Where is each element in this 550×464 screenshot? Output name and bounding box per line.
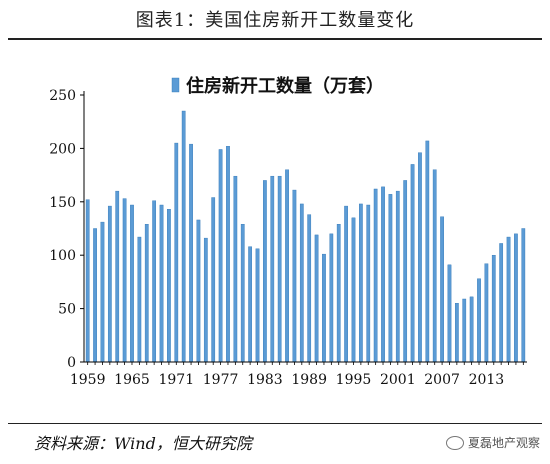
bar-2011 (469, 296, 474, 363)
bar-1973 (189, 143, 193, 363)
bar-1966 (137, 236, 142, 363)
bar-1967 (144, 224, 149, 363)
bar-1961 (100, 221, 105, 363)
bar-1959 (85, 199, 90, 363)
x-tick-label-2013: 2013 (469, 372, 505, 388)
bar-1994 (344, 205, 348, 363)
bar-2007 (440, 216, 444, 363)
bar-2001 (395, 190, 400, 363)
bar-2010 (462, 298, 467, 363)
bar-1974 (196, 219, 201, 363)
source-note: 资料来源：Wind，恒大研究院 (34, 434, 252, 453)
bar-1986 (285, 169, 289, 363)
legend-swatch (171, 77, 180, 93)
bar-1976 (211, 197, 216, 363)
x-tick-label-1983: 1983 (247, 372, 283, 388)
top-rule (8, 38, 542, 40)
bar-chart: 0 50 100 150 200 250 1959 1965 1971 1977 1983 1989 1… (49, 75, 527, 388)
watermark: 夏磊地产观察 (445, 434, 540, 451)
bar-2012 (477, 278, 481, 363)
x-tick-label-1989: 1989 (291, 372, 327, 388)
bar-2003 (410, 164, 415, 363)
bar-1984 (270, 175, 275, 363)
bar-1979 (233, 175, 238, 363)
bar-1963 (115, 190, 120, 363)
y-tick-label-100: 100 (49, 248, 76, 264)
bar-1995 (351, 217, 356, 363)
bar-1972 (181, 110, 186, 363)
bar-2005 (425, 140, 430, 363)
bar-1981 (248, 246, 252, 363)
bar-1989 (307, 214, 312, 363)
y-tick-label-150: 150 (49, 195, 76, 211)
bar-1964 (122, 198, 127, 363)
bar-1977 (218, 149, 223, 363)
bar-1992 (329, 233, 334, 363)
bar-2018 (521, 228, 526, 363)
bar-2002 (403, 180, 408, 363)
bar-1978 (226, 146, 230, 363)
x-tick-label-1959: 1959 (70, 372, 106, 388)
wechat-icon (445, 435, 464, 450)
y-tick-label-0: 0 (67, 355, 76, 371)
bar-1997 (366, 204, 371, 363)
bar-1971 (174, 142, 179, 363)
x-tick-label-2007: 2007 (424, 372, 460, 388)
bottom-rule (8, 423, 542, 424)
bar-2014 (491, 254, 496, 363)
x-tick-label-1977: 1977 (203, 372, 239, 388)
bar-1969 (159, 204, 164, 363)
figure-title: 图表1：美国住房新开工数量变化 (135, 10, 415, 31)
bar-2016 (506, 236, 511, 363)
x-tick-label-1971: 1971 (158, 372, 194, 388)
bar-1990 (314, 234, 319, 363)
bar-2008 (447, 264, 452, 363)
bar-1962 (107, 205, 112, 363)
bar-1991 (322, 253, 326, 363)
bar-1980 (240, 224, 245, 363)
bar-1968 (152, 200, 157, 363)
bar-1998 (373, 188, 378, 363)
bar-1965 (130, 204, 134, 363)
bar-2004 (418, 152, 422, 363)
bar-2009 (454, 303, 459, 363)
bar-1983 (263, 180, 267, 363)
bar-1988 (299, 203, 304, 363)
bar-1970 (167, 209, 171, 363)
y-tick-label-200: 200 (49, 141, 76, 157)
bar-1985 (277, 175, 282, 363)
bar-2015 (499, 243, 504, 363)
bar-2006 (432, 169, 437, 363)
bar-2017 (514, 233, 518, 363)
x-tick-label-1995: 1995 (336, 372, 372, 388)
bar-2013 (484, 263, 489, 363)
bar-2000 (388, 194, 393, 363)
y-tick-label-50: 50 (58, 302, 76, 318)
legend-label: 住房新开工数量（万套） (186, 75, 384, 97)
bar-1993 (336, 224, 341, 363)
bar-1982 (255, 248, 260, 363)
bar-1996 (359, 203, 363, 363)
x-tick-label-2001: 2001 (380, 372, 416, 388)
x-tick-label-1965: 1965 (114, 372, 150, 388)
bar-1999 (381, 186, 385, 363)
bar-1975 (203, 237, 208, 363)
y-tick-label-250: 250 (49, 88, 76, 104)
bar-1960 (93, 228, 97, 363)
watermark-text: 夏磊地产观察 (467, 436, 540, 450)
bar-1987 (292, 189, 297, 363)
